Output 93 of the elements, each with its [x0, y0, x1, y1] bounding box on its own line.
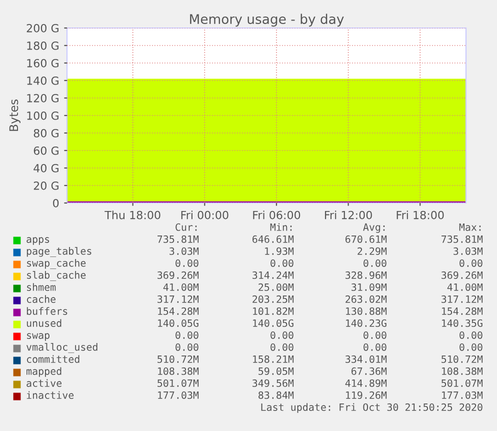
text: 140.05G	[253, 319, 294, 327]
text: Min:	[270, 223, 292, 231]
x-tick-label: Fri 12:00	[324, 210, 372, 220]
x-tick-label: Thu 18:00	[104, 210, 160, 220]
text: 317.12M	[442, 295, 483, 303]
text: 0.00	[270, 343, 294, 351]
text: 140.05G	[158, 319, 198, 327]
text: 0.00	[176, 259, 198, 267]
text: 31.09M	[352, 283, 387, 291]
text: 154.28M	[158, 307, 199, 315]
text: Max:	[459, 223, 481, 231]
text: 501.07M	[158, 379, 199, 387]
text: 177.03M	[158, 391, 199, 399]
text: 59.05M	[258, 367, 294, 375]
text: 317.12M	[158, 295, 199, 303]
legend-label: page_tables	[26, 246, 92, 258]
text: 0.00	[176, 331, 198, 339]
text: 369.26M	[158, 271, 199, 279]
text: 83.84M	[258, 391, 294, 399]
y-tick-label: 100 G	[27, 111, 58, 120]
legend-label: unused	[26, 319, 62, 327]
text: 670.61M	[346, 235, 387, 243]
text: 177.03M	[442, 391, 483, 399]
text: 130.88M	[346, 307, 387, 315]
text: 140.23G	[346, 319, 386, 327]
text: 2.29M	[358, 247, 387, 255]
text: 349.56M	[252, 379, 294, 387]
text: 108.38M	[442, 367, 483, 375]
x-tick-label: Fri 18:00	[396, 210, 444, 220]
text: 414.89M	[345, 379, 387, 387]
text: 154.28M	[442, 307, 483, 315]
legend-label: apps	[26, 237, 50, 245]
legend-label: swap	[27, 333, 50, 341]
legend-label: committed	[26, 355, 80, 363]
text: 0.00	[364, 331, 386, 339]
text: 3.03M	[454, 247, 483, 255]
legend-label: buffers	[26, 307, 68, 315]
text: 108.38M	[158, 367, 199, 375]
legend-label: mapped	[26, 367, 62, 377]
text: 0.00	[460, 343, 482, 351]
text: 510.72M	[442, 355, 483, 363]
y-tick-label: 60 G	[34, 146, 58, 155]
text: 41.00M	[447, 283, 483, 291]
text: 119.26M	[346, 391, 387, 399]
text: 67.36M	[352, 367, 387, 375]
y-tick-label: 20 G	[34, 181, 58, 190]
text: Avg:	[363, 223, 385, 233]
text: 0.00	[364, 343, 386, 351]
text: 3.03M	[170, 247, 199, 255]
y-tick-label: 180 G	[27, 41, 58, 50]
y-tick-label: 40 G	[34, 164, 58, 172]
chart-title: Memory usage - by day	[190, 14, 344, 27]
x-tick-label: Fri 06:00	[253, 210, 300, 220]
text: 0.00	[460, 259, 482, 267]
y-tick-label: 80 G	[34, 128, 58, 138]
text: 203.25M	[252, 295, 294, 303]
text: 25.00M	[258, 283, 294, 291]
text: 501.07M	[442, 379, 483, 387]
y-tick-label: 160 G	[27, 58, 58, 68]
legend-label: slab_cache	[27, 270, 86, 282]
legend-label: shmem	[27, 283, 56, 291]
text: 314.24M	[252, 271, 294, 279]
text: 0.00	[270, 259, 294, 267]
text: 735.81M	[158, 235, 199, 243]
text: 158.21M	[253, 355, 294, 363]
text: 1.93M	[265, 247, 294, 255]
x-tick-label: Fri 00:00	[181, 210, 228, 220]
text: 263.02M	[346, 295, 387, 303]
legend-label: vmalloc_used	[26, 342, 98, 354]
y-axis-title: Bytes	[9, 100, 20, 131]
y-tick-label: 120 G	[27, 94, 58, 102]
text: 41.00M	[163, 283, 199, 291]
text: 735.81M	[442, 235, 483, 243]
legend-label: cache	[26, 295, 56, 303]
text: 0.00	[176, 343, 198, 351]
text: 0.00	[270, 331, 294, 339]
text: 0.00	[460, 331, 482, 339]
text: 101.82M	[253, 307, 294, 315]
text: 646.61M	[252, 235, 294, 243]
text: Last update: Fri Oct 30 21:50:25 2020	[261, 403, 482, 413]
legend-label: swap_cache	[27, 259, 86, 269]
legend-label: inactive	[26, 391, 74, 399]
legend-label: active	[26, 379, 62, 387]
y-tick-label: 200 G	[26, 24, 58, 32]
y-tick-label: 140 G	[27, 76, 58, 85]
text: 510.72M	[158, 355, 199, 363]
text: 140.35G	[442, 319, 482, 327]
text: Cur:	[176, 223, 197, 231]
text: 369.26M	[442, 271, 483, 279]
y-tick-label: 0	[53, 198, 59, 208]
text: 334.01M	[346, 355, 387, 363]
text: 328.96M	[346, 271, 387, 279]
text: 0.00	[364, 259, 386, 267]
